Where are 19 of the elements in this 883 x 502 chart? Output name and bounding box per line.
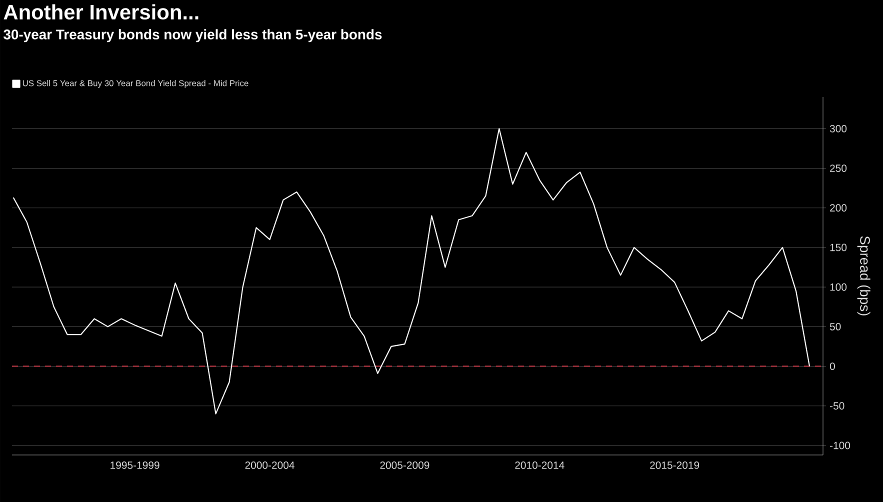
x-tick-label: 2005-2009 — [380, 462, 430, 469]
x-tick-label: 2010-2014 — [515, 462, 564, 469]
y-tick-label: 50 — [830, 322, 841, 330]
chart-subtitle: 30-year Treasury bonds now yield less than 5-year bonds — [4, 29, 382, 42]
y-tick-label: -100 — [830, 442, 850, 450]
y-tick-label: 100 — [830, 283, 847, 291]
line-series — [12, 128, 810, 414]
y-tick-label: 0 — [830, 362, 835, 370]
y-axis-title: Spread (bps) — [857, 236, 870, 316]
legend-label: US Sell 5 Year & Buy 30 Year Bond Yield Spread - Mid Price — [22, 80, 248, 88]
y-tick-label: 200 — [830, 204, 847, 212]
y-tick-label: 300 — [830, 124, 847, 132]
chart-title: Another Inversion... — [4, 4, 198, 20]
x-tick-label: 2015-2019 — [650, 462, 700, 469]
x-tick-label: 1995-1999 — [110, 462, 160, 469]
x-tick-label: 2000-2004 — [245, 462, 294, 469]
y-tick-label: 250 — [830, 164, 847, 172]
y-tick-label: -50 — [830, 402, 844, 410]
y-tick-label: 150 — [830, 244, 847, 252]
